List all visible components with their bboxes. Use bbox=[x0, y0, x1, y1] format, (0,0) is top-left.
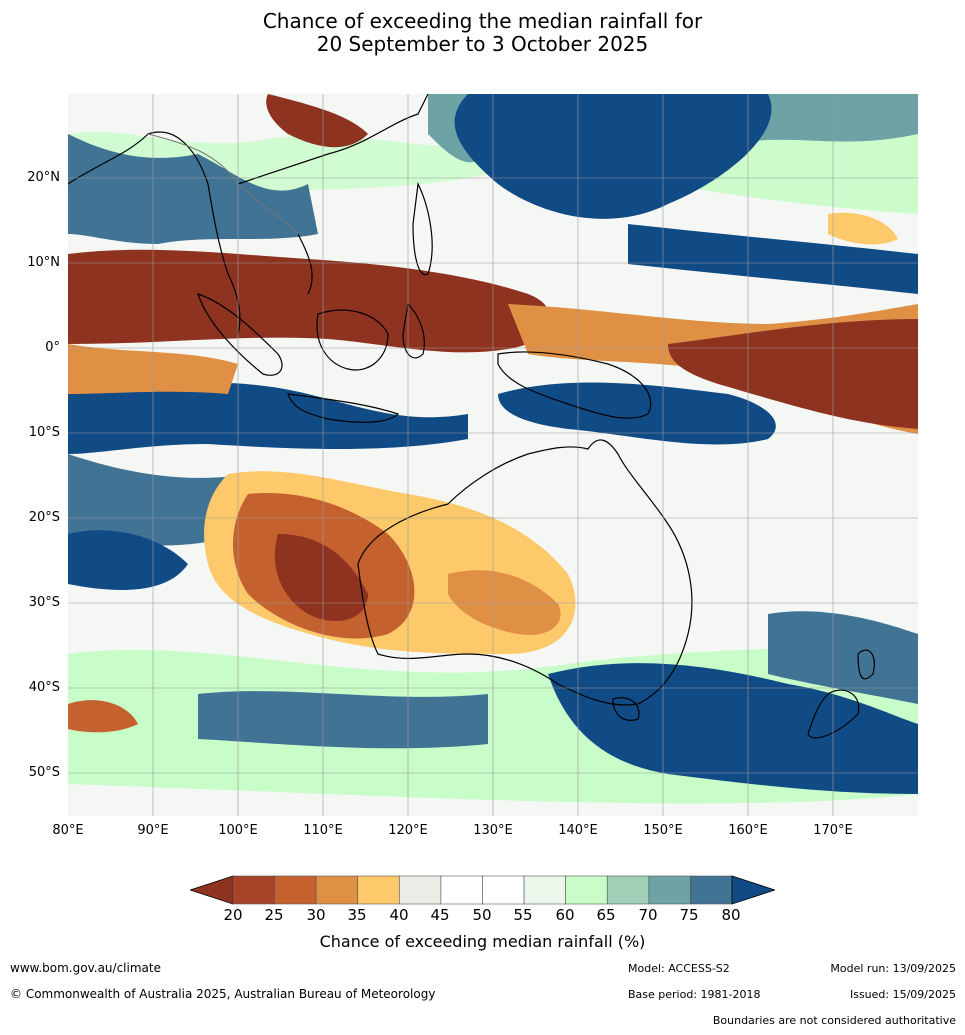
footer-base-period: Base period: 1981-2018 bbox=[628, 988, 761, 1001]
colorbar-tick-70: 70 bbox=[638, 906, 658, 924]
tasmania-coastline bbox=[612, 697, 640, 721]
lat-label-10s: 10°S bbox=[28, 425, 60, 440]
java-coastline bbox=[287, 393, 400, 423]
lon-label-100e: 100°E bbox=[218, 823, 258, 838]
colorbar-bin-55-60 bbox=[523, 875, 566, 905]
colorbar-low-arrow bbox=[190, 875, 234, 905]
australia-coastline bbox=[357, 439, 693, 706]
colorbar-tick-50: 50 bbox=[472, 906, 492, 924]
lon-label-170e: 170°E bbox=[813, 823, 853, 838]
colorbar-bin-35-40 bbox=[357, 875, 400, 905]
title-line-1: Chance of exceeding the median rainfall … bbox=[262, 9, 703, 33]
brown-central-pacific bbox=[668, 319, 918, 429]
brown-south-china bbox=[266, 94, 368, 148]
colorbar-bin-30-35 bbox=[315, 875, 359, 905]
new-guinea-coastline bbox=[497, 351, 652, 419]
lon-label-140e: 140°E bbox=[558, 823, 598, 838]
lon-label-150e: 150°E bbox=[643, 823, 683, 838]
colorbar-bin-50-55 bbox=[482, 875, 525, 905]
colorbar-bin-65-70 bbox=[606, 875, 650, 905]
blue-southwest bbox=[68, 530, 188, 590]
lat-label-0: 0° bbox=[45, 340, 60, 355]
colorbar-bin-70-75 bbox=[648, 875, 691, 905]
colorbar-label: Chance of exceeding median rainfall (%) bbox=[319, 932, 646, 951]
colorbar-tick-60: 60 bbox=[555, 906, 575, 924]
colorbar-bin-60-65 bbox=[565, 875, 608, 905]
colorbar-bin-45-50 bbox=[440, 875, 483, 905]
teal-tasman bbox=[768, 611, 918, 704]
orange-far-southwest bbox=[68, 700, 138, 733]
colorbar-tick-20: 20 bbox=[223, 906, 243, 924]
colorbar-tick-80: 80 bbox=[721, 906, 741, 924]
footer-disclaimer: Boundaries are not considered authoritat… bbox=[712, 1014, 956, 1027]
orange-south-australia bbox=[448, 570, 561, 635]
sulawesi-coastline bbox=[402, 302, 425, 359]
colorbar-high-arrow bbox=[731, 875, 775, 905]
blue-south-asia bbox=[68, 134, 318, 244]
yellow-north-pacific bbox=[828, 212, 898, 245]
colorbar-bins bbox=[232, 875, 733, 905]
colorbar-bin-25-30 bbox=[274, 875, 317, 905]
footer-issued: Issued: 15/09/2025 bbox=[849, 988, 956, 1001]
teal-southern-west bbox=[198, 691, 488, 749]
lat-label-20n: 20°N bbox=[27, 170, 60, 185]
lat-label-10n: 10°N bbox=[27, 255, 60, 270]
lat-label-20s: 20°S bbox=[28, 510, 60, 525]
footer-website: www.bom.gov.au/climate bbox=[10, 961, 161, 975]
graticule bbox=[68, 94, 918, 816]
colorbar bbox=[190, 875, 775, 905]
lat-label-40s: 40°S bbox=[28, 680, 60, 695]
colorbar-bin-20-25 bbox=[232, 875, 275, 905]
rainfall-map bbox=[68, 94, 918, 816]
brown-indian-core bbox=[274, 534, 368, 622]
lon-label-90e: 90°E bbox=[137, 823, 169, 838]
map-svg bbox=[68, 94, 918, 816]
new-zealand-coastline bbox=[807, 649, 875, 739]
blue-new-guinea bbox=[498, 382, 776, 445]
footer-copyright: © Commonwealth of Australia 2025, Austra… bbox=[10, 987, 436, 1001]
colorbar-tick-45: 45 bbox=[430, 906, 450, 924]
blue-band-10N bbox=[628, 224, 918, 294]
footer-model-run: Model run: 13/09/2025 bbox=[830, 962, 956, 975]
colorbar-tick-25: 25 bbox=[264, 906, 284, 924]
colorbar-tick-40: 40 bbox=[389, 906, 409, 924]
blue-north-pacific bbox=[454, 94, 772, 219]
blue-indian-ocean bbox=[68, 382, 468, 454]
brown-equatorial-indian bbox=[68, 249, 550, 353]
lon-label-160e: 160°E bbox=[728, 823, 768, 838]
colorbar-tick-55: 55 bbox=[513, 906, 533, 924]
lat-label-30s: 30°S bbox=[28, 595, 60, 610]
borneo-coastline bbox=[316, 309, 389, 371]
colorbar-tick-75: 75 bbox=[679, 906, 699, 924]
philippines-coastline bbox=[412, 181, 433, 276]
colorbar-tick-35: 35 bbox=[347, 906, 367, 924]
colorbar-bin-75-80 bbox=[690, 875, 733, 905]
lon-label-130e: 130°E bbox=[473, 823, 513, 838]
lon-label-110e: 110°E bbox=[303, 823, 343, 838]
lon-label-80e: 80°E bbox=[52, 823, 84, 838]
colorbar-tick-65: 65 bbox=[596, 906, 616, 924]
colorbar-tick-30: 30 bbox=[306, 906, 326, 924]
footer-model: Model: ACCESS-S2 bbox=[628, 962, 730, 975]
lat-label-50s: 50°S bbox=[28, 765, 60, 780]
lon-label-120e: 120°E bbox=[388, 823, 428, 838]
blue-west-indian bbox=[68, 454, 248, 546]
map-title: Chance of exceeding the median rainfall … bbox=[0, 10, 965, 56]
colorbar-bin-40-45 bbox=[399, 875, 442, 905]
asia-coastline bbox=[68, 94, 429, 335]
title-line-2: 20 September to 3 October 2025 bbox=[316, 32, 649, 56]
